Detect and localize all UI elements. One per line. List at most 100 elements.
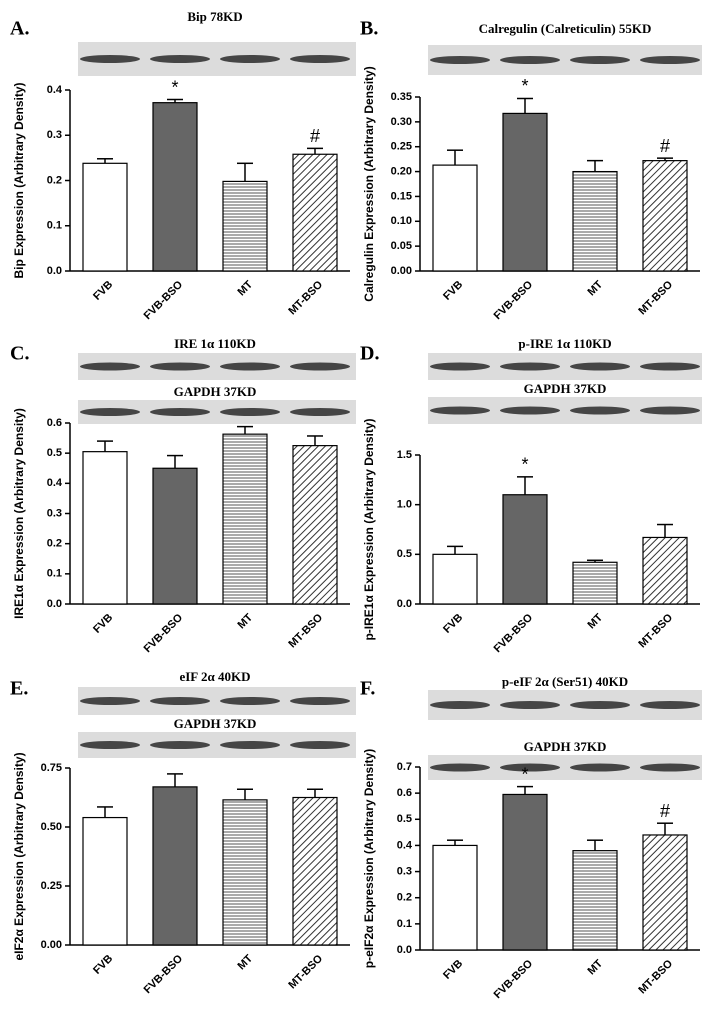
bar bbox=[222, 180, 268, 272]
x-tick-label: MT bbox=[235, 611, 255, 631]
blot-band bbox=[290, 408, 350, 416]
blot-band bbox=[80, 408, 140, 416]
bar bbox=[642, 160, 688, 272]
x-tick-label: FVB-BSO bbox=[492, 611, 536, 655]
bar bbox=[82, 162, 128, 272]
y-tick-label: 0.0 bbox=[47, 265, 62, 277]
bar bbox=[642, 536, 688, 605]
y-tick-label: 0.0 bbox=[397, 598, 412, 610]
blot-band bbox=[500, 406, 560, 415]
blot-band bbox=[570, 763, 630, 772]
y-tick-label: 0.5 bbox=[397, 813, 412, 825]
bar bbox=[432, 844, 478, 951]
x-tick-label: FVB-BSO bbox=[142, 611, 186, 655]
y-tick-label: 0.6 bbox=[397, 787, 412, 799]
blot-title: IRE 1α 110KD bbox=[174, 336, 256, 351]
blot-band bbox=[290, 362, 350, 371]
y-tick-label: 0.10 bbox=[391, 215, 412, 227]
bar bbox=[502, 793, 548, 951]
significance-marker: * bbox=[521, 76, 528, 96]
y-axis-label: Bip Expression (Arbitrary Density) bbox=[12, 82, 26, 278]
panel-label: B. bbox=[360, 18, 378, 40]
blot-band bbox=[430, 701, 490, 709]
blot-title: eIF 2α 40KD bbox=[179, 669, 250, 684]
y-tick-label: 0.4 bbox=[47, 477, 63, 489]
blot-title: p-IRE 1α 110KD bbox=[518, 336, 611, 351]
panel-label: C. bbox=[10, 343, 29, 365]
blot-title: GAPDH 37KD bbox=[524, 739, 607, 754]
x-tick-label: MT bbox=[585, 957, 605, 977]
blot-band bbox=[80, 741, 140, 749]
x-tick-label: FVB-BSO bbox=[492, 957, 536, 1001]
bar bbox=[572, 850, 618, 951]
blot-band bbox=[220, 408, 280, 416]
blot-band bbox=[500, 701, 560, 709]
blot-band bbox=[500, 763, 560, 772]
x-tick-label: FVB bbox=[441, 958, 465, 982]
blot-title: p-eIF 2α (Ser51) 40KD bbox=[502, 674, 628, 689]
y-tick-label: 1.0 bbox=[397, 499, 412, 511]
x-tick-label: MT bbox=[235, 278, 255, 298]
blot-band bbox=[640, 406, 700, 415]
y-tick-label: 0.50 bbox=[41, 821, 62, 833]
significance-marker: * bbox=[521, 455, 528, 475]
y-tick-label: 0.00 bbox=[41, 939, 62, 951]
blot-band bbox=[570, 701, 630, 709]
bar bbox=[152, 786, 198, 946]
blot-band bbox=[640, 763, 700, 772]
bar bbox=[152, 467, 198, 605]
blot-band bbox=[430, 362, 490, 371]
blot-band bbox=[430, 763, 490, 772]
y-tick-label: 0.1 bbox=[47, 568, 62, 580]
y-tick-label: 0.0 bbox=[397, 944, 412, 956]
significance-marker: * bbox=[521, 764, 528, 784]
blot-band bbox=[570, 56, 630, 64]
y-tick-label: 0.3 bbox=[47, 129, 62, 141]
x-tick-label: MT-BSO bbox=[286, 952, 325, 991]
x-tick-label: MT-BSO bbox=[286, 611, 325, 650]
blot-band bbox=[290, 55, 350, 63]
blot-band bbox=[220, 362, 280, 371]
y-tick-label: 0.75 bbox=[41, 762, 62, 774]
x-tick-label: FVB-BSO bbox=[492, 278, 536, 322]
y-tick-label: 0.05 bbox=[391, 240, 412, 252]
blot-band bbox=[80, 362, 140, 371]
y-tick-label: 0.2 bbox=[47, 538, 62, 550]
y-tick-label: 0.20 bbox=[391, 165, 412, 177]
y-tick-label: 0.4 bbox=[397, 839, 413, 851]
y-tick-label: 0.15 bbox=[391, 190, 412, 202]
y-axis-label: eIF2α Expression (Arbitrary Density) bbox=[12, 752, 26, 960]
bar bbox=[292, 796, 338, 946]
panel-label: A. bbox=[10, 18, 29, 40]
x-tick-label: MT bbox=[235, 952, 255, 972]
blot-title: GAPDH 37KD bbox=[524, 381, 607, 396]
y-tick-label: 0.1 bbox=[47, 220, 62, 232]
y-axis-label: p-eIF2α Expression (Arbitrary Density) bbox=[362, 749, 376, 968]
x-tick-label: FVB bbox=[91, 612, 115, 636]
y-tick-label: 0.30 bbox=[391, 116, 412, 128]
blot-title: GAPDH 37KD bbox=[174, 716, 257, 731]
blot-band bbox=[150, 741, 210, 749]
y-tick-label: 0.4 bbox=[47, 84, 63, 96]
blot-band bbox=[570, 362, 630, 371]
blot-band bbox=[570, 406, 630, 415]
blot-band bbox=[500, 56, 560, 64]
blot-band bbox=[150, 408, 210, 416]
bar bbox=[432, 164, 478, 272]
y-tick-label: 0.35 bbox=[391, 91, 412, 103]
blot-band bbox=[430, 406, 490, 415]
bar bbox=[292, 445, 338, 605]
blot-band bbox=[290, 741, 350, 749]
x-tick-label: FVB bbox=[441, 612, 465, 636]
y-axis-label: p-IRE1α Expression (Arbitrary Density) bbox=[362, 418, 376, 640]
blot-band bbox=[220, 55, 280, 63]
blot-band bbox=[150, 55, 210, 63]
y-axis-label: Calregulin Expression (Arbitrary Density… bbox=[362, 66, 376, 301]
x-tick-label: FVB-BSO bbox=[142, 952, 186, 996]
panel-label: F. bbox=[360, 678, 375, 700]
bar bbox=[152, 102, 198, 272]
y-tick-label: 0.3 bbox=[397, 865, 412, 877]
blot-title: Bip 78KD bbox=[187, 9, 242, 24]
y-tick-label: 1.5 bbox=[397, 449, 412, 461]
bar bbox=[432, 553, 478, 605]
